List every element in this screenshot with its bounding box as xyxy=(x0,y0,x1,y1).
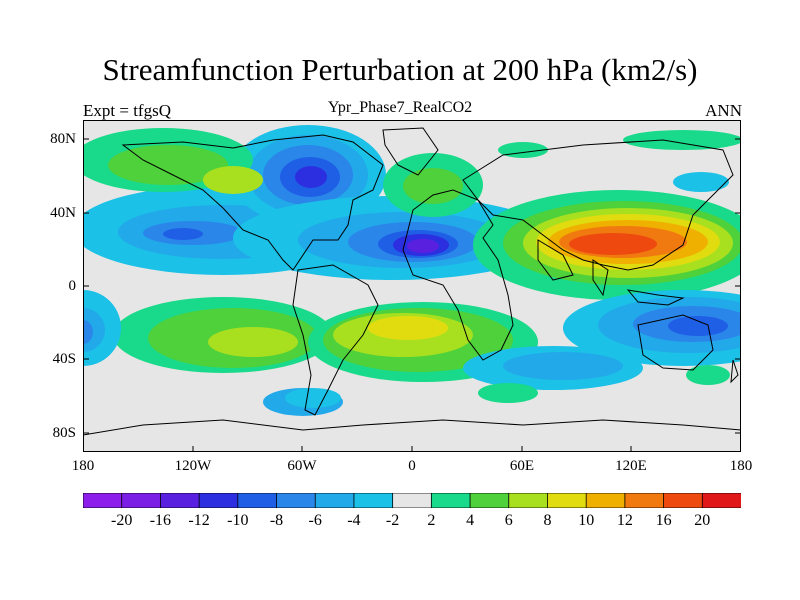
lon-label-120e: 120E xyxy=(615,458,647,474)
colorbar-swatch xyxy=(701,493,741,508)
asia-high-region xyxy=(473,190,741,300)
lon-label-60e: 60E xyxy=(509,458,535,474)
plot-title: Streamfunction Perturbation at 200 hPa (… xyxy=(102,52,698,87)
colorbar-swatch xyxy=(353,493,394,508)
west-pacific-low-region xyxy=(83,290,121,366)
colorbar-label: 6 xyxy=(504,512,513,529)
southern-ocean-low-region xyxy=(263,346,643,416)
colorbar-label: -4 xyxy=(347,512,361,529)
colorbar-label: 4 xyxy=(466,512,475,529)
lat-label-80s: 80S xyxy=(52,425,76,441)
lat-label-0: 0 xyxy=(68,278,77,294)
lat-label-40s: 40S xyxy=(52,351,76,367)
ne-pacific-low xyxy=(673,172,729,192)
colorbar-swatch xyxy=(276,493,317,508)
colorbar-swatch xyxy=(314,493,355,508)
europe-high-region xyxy=(383,142,548,217)
colorbar-label: 20 xyxy=(694,512,711,529)
colorbar-swatch xyxy=(83,493,123,508)
colorbar-swatch xyxy=(585,493,626,508)
colorbar-label: 10 xyxy=(578,512,595,529)
colorbar-swatch xyxy=(508,493,549,508)
map-frame xyxy=(83,120,741,452)
colorbar-swatch xyxy=(624,493,665,508)
lat-label-80n: 80N xyxy=(50,131,76,147)
colorbar-swatch xyxy=(392,493,433,508)
colorbar-label: -8 xyxy=(269,512,284,529)
colorbar-swatch xyxy=(547,493,588,508)
colorbar-label: -6 xyxy=(308,512,322,529)
colorbar-label: -20 xyxy=(111,512,133,529)
lon-label-120w: 120W xyxy=(174,458,212,474)
lat-label-40n: 40N xyxy=(50,205,76,221)
season-label: ANN xyxy=(705,101,742,120)
map-panel xyxy=(83,120,741,452)
north-pacific-high-region xyxy=(83,128,263,194)
southern-ocean-high xyxy=(478,383,538,403)
lon-label-60w: 60W xyxy=(287,458,317,474)
lon-label-180-right: 180 xyxy=(729,458,753,474)
colorbar-label: 2 xyxy=(427,512,436,529)
lon-label-180-left: 180 xyxy=(71,458,95,474)
atlantic-low-region xyxy=(233,196,553,280)
experiment-label: Expt = tfgsQ xyxy=(83,101,171,120)
tasman-high xyxy=(686,365,730,385)
colorbar-swatch xyxy=(237,493,278,508)
southern-pacific-low-region xyxy=(563,290,741,366)
colorbar-swatch xyxy=(198,493,239,508)
colorbar-label: -10 xyxy=(227,512,249,529)
case-label: Ypr_Phase7_RealCO2 xyxy=(327,99,473,116)
colorbar-label: 16 xyxy=(655,512,672,529)
colorbar-label: -16 xyxy=(149,512,172,529)
colorbar-swatch xyxy=(663,493,704,508)
colorbar-label: -12 xyxy=(188,512,210,529)
colorbar xyxy=(83,493,741,508)
colorbar-swatch xyxy=(160,493,201,508)
arctic-high-strip xyxy=(623,130,741,150)
colorbar-swatch xyxy=(121,493,162,508)
colorbar-swatch xyxy=(430,493,471,508)
colorbar-swatch xyxy=(469,493,510,508)
coastlines xyxy=(83,127,741,436)
colorbar-label: -2 xyxy=(385,512,400,529)
lon-label-0: 0 xyxy=(408,458,416,474)
south-america-high-region xyxy=(113,297,333,373)
colorbar-label: 12 xyxy=(616,512,633,529)
colorbar-label: 8 xyxy=(543,512,552,529)
